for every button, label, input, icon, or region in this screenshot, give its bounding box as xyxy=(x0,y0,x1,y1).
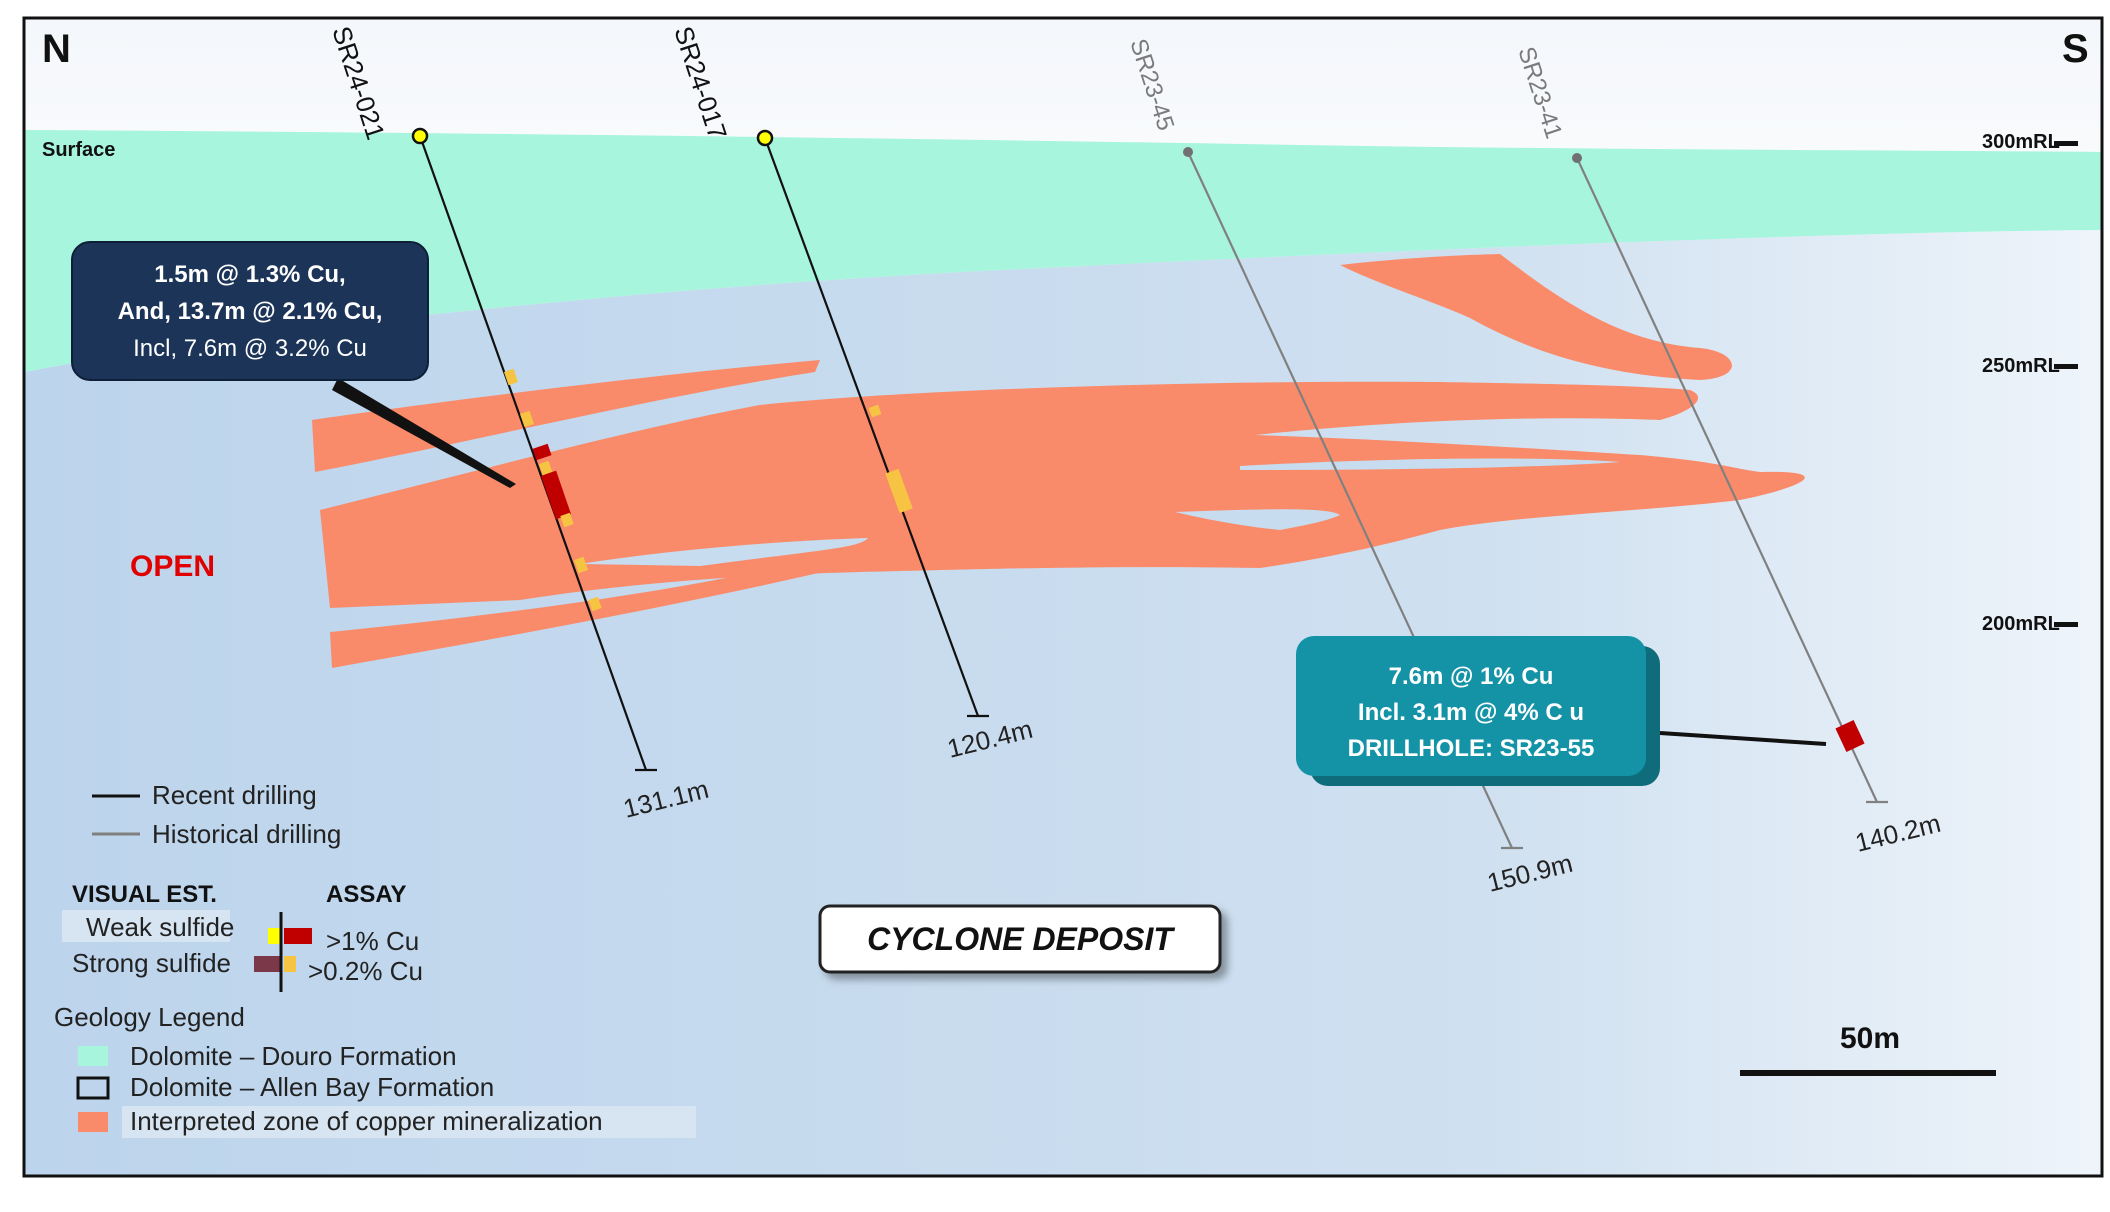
trace-sr24-017 xyxy=(763,137,980,717)
legend-douro-swatch xyxy=(78,1046,108,1066)
callout-right: 7.6m @ 1% Cu Incl. 3.1m @ 4% C u DRILLHO… xyxy=(1296,636,1660,786)
collar-sr23-41 xyxy=(1572,153,1582,163)
callout-left-line1: 1.5m @ 1.3% Cu, xyxy=(154,261,345,288)
legend-weak-swatch xyxy=(268,928,280,944)
callout-right-line2: Incl. 3.1m @ 4% C u xyxy=(1358,699,1584,726)
deposit-title-text: CYCLONE DEPOSIT xyxy=(867,921,1175,957)
scale-label: 50m xyxy=(1840,1022,1900,1055)
callout-right-line1: 7.6m @ 1% Cu xyxy=(1389,663,1554,690)
legend-gt02-label: >0.2% Cu xyxy=(308,956,423,986)
assay-low-grade xyxy=(519,410,535,428)
legend-visual-est-title: VISUAL EST. xyxy=(72,881,217,908)
legend-douro-label: Dolomite – Douro Formation xyxy=(130,1041,457,1071)
legend-historical-label: Historical drilling xyxy=(152,819,341,849)
mineral-zone xyxy=(1340,254,1732,380)
callout-left-box xyxy=(71,241,429,381)
trace-sr24-021 xyxy=(418,135,648,771)
legend-recent-label: Recent drilling xyxy=(152,780,317,810)
legend-allen-label: Dolomite – Allen Bay Formation xyxy=(130,1072,494,1102)
collar-sr24-017 xyxy=(756,129,774,147)
north-label: N xyxy=(42,27,71,71)
rl-tick xyxy=(2054,622,2078,627)
rl-label-300: 300mRL xyxy=(1982,131,2060,153)
assay-low-grade xyxy=(560,512,574,528)
assay-high-grade xyxy=(1835,719,1865,753)
legend-geology-title: Geology Legend xyxy=(54,1002,245,1032)
legend-zone-swatch xyxy=(78,1112,108,1132)
deposit-title: CYCLONE DEPOSIT xyxy=(818,904,1222,974)
collar-sr24-021 xyxy=(411,127,429,145)
callout-left-line3: Incl, 7.6m @ 3.2% Cu xyxy=(133,335,367,362)
legend-weak-bg xyxy=(62,910,230,942)
callout-right-box xyxy=(1296,636,1646,776)
rl-tick xyxy=(2054,364,2078,369)
zone-gap xyxy=(580,538,868,566)
deposit-title-box xyxy=(818,904,1222,974)
legend: Recent drilling Historical drilling VISU… xyxy=(54,780,696,1138)
legend-allen-swatch xyxy=(76,1076,110,1100)
rl-label-250: 250mRL xyxy=(1982,355,2060,377)
assay-low-grade xyxy=(573,556,589,574)
assay-intervals xyxy=(503,368,1865,753)
trace-sr23-41 xyxy=(1576,157,1878,803)
rl-tick xyxy=(2054,141,2078,146)
legend-weak-label: Weak sulfide xyxy=(86,912,234,942)
scale-bar xyxy=(1740,1070,1996,1076)
callout-left-pointer xyxy=(332,378,516,488)
legend-gt1-swatch xyxy=(284,928,312,944)
zone-gap xyxy=(1175,509,1340,530)
callout-left: 1.5m @ 1.3% Cu, And, 13.7m @ 2.1% Cu, In… xyxy=(71,241,429,381)
legend-zone-label: Interpreted zone of copper mineralizatio… xyxy=(130,1106,603,1136)
collar-sr23-45 xyxy=(1183,147,1193,157)
assay-high-grade xyxy=(540,470,572,520)
legend-strong-label: Strong sulfide xyxy=(72,948,231,978)
legend-gt1-label: >1% Cu xyxy=(326,926,419,956)
callout-right-line3: DRILLHOLE: SR23-55 xyxy=(1348,735,1595,762)
surface-label: Surface xyxy=(42,139,115,161)
legend-zone-bg xyxy=(122,1106,696,1138)
legend-strong-swatch xyxy=(254,956,280,972)
assay-high-grade xyxy=(532,443,552,461)
rl-label-200: 200mRL xyxy=(1982,613,2060,635)
assay-low-grade xyxy=(503,368,519,386)
legend-gt02-swatch xyxy=(284,956,296,972)
south-label: S xyxy=(2062,27,2089,71)
assay-low-grade xyxy=(588,596,602,612)
open-label: OPEN xyxy=(130,550,215,583)
callout-right-pointer xyxy=(1659,731,1827,746)
legend-assay-title: ASSAY xyxy=(326,881,406,908)
assay-low-grade xyxy=(885,468,913,514)
frame-border xyxy=(22,16,2104,1178)
douro-formation-band xyxy=(24,130,2102,372)
assay-low-grade xyxy=(868,404,882,418)
rl-axis: 300mRL 250mRL 200mRL xyxy=(1982,131,2078,635)
callout-left-line2: And, 13.7m @ 2.1% Cu, xyxy=(118,298,383,325)
